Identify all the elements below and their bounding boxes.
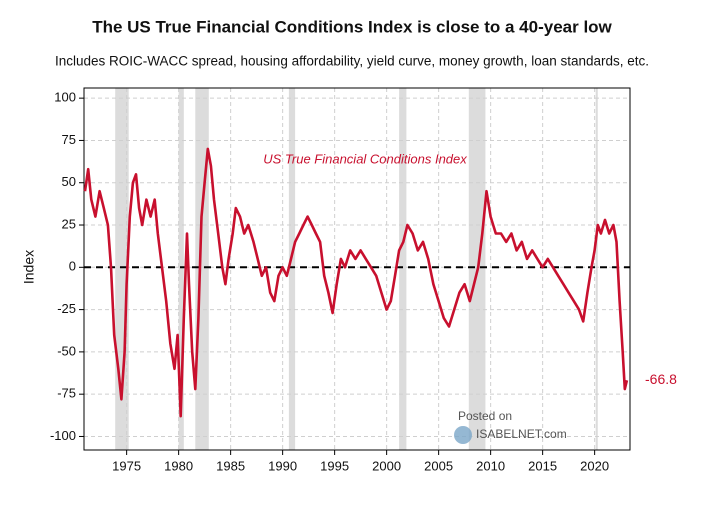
recession-band — [399, 88, 407, 450]
x-tick-label: 2005 — [424, 458, 453, 473]
y-tick-label: 25 — [62, 216, 76, 231]
x-tick-label: 2020 — [580, 458, 609, 473]
recession-band — [595, 88, 598, 450]
recession-band — [178, 88, 184, 450]
y-tick-label: -50 — [57, 343, 76, 358]
x-tick-label: 1980 — [164, 458, 193, 473]
recession-band — [195, 88, 209, 450]
end-value-label: -66.8 — [645, 371, 677, 387]
y-tick-label: -75 — [57, 386, 76, 401]
y-tick-label: 75 — [62, 132, 76, 147]
x-tick-label: 2015 — [528, 458, 557, 473]
x-tick-label: 1990 — [268, 458, 297, 473]
y-tick-label: 100 — [54, 90, 76, 105]
y-tick-label: -25 — [57, 301, 76, 316]
x-tick-label: 1995 — [320, 458, 349, 473]
watermark-icon — [454, 426, 472, 444]
series-line — [83, 147, 629, 418]
watermark-line: ISABELNET.com — [476, 427, 567, 441]
recession-band — [288, 88, 296, 450]
x-tick-label: 2000 — [372, 458, 401, 473]
y-tick-label: -100 — [50, 428, 76, 443]
x-tick-label: 1975 — [112, 458, 141, 473]
x-tick-label: 1985 — [216, 458, 245, 473]
plot-frame — [83, 87, 631, 451]
series-label: US True Financial Conditions Index — [263, 151, 467, 166]
x-tick-label: 2010 — [476, 458, 505, 473]
y-tick-label: 50 — [62, 174, 76, 189]
chart-title: The US True Financial Conditions Index i… — [92, 17, 612, 36]
chart-subtitle: Includes ROIC-WACC spread, housing affor… — [55, 54, 649, 69]
watermark-line: Posted on — [458, 409, 512, 423]
y-tick-label: 0 — [69, 259, 76, 274]
y-axis-label: Index — [21, 250, 37, 284]
